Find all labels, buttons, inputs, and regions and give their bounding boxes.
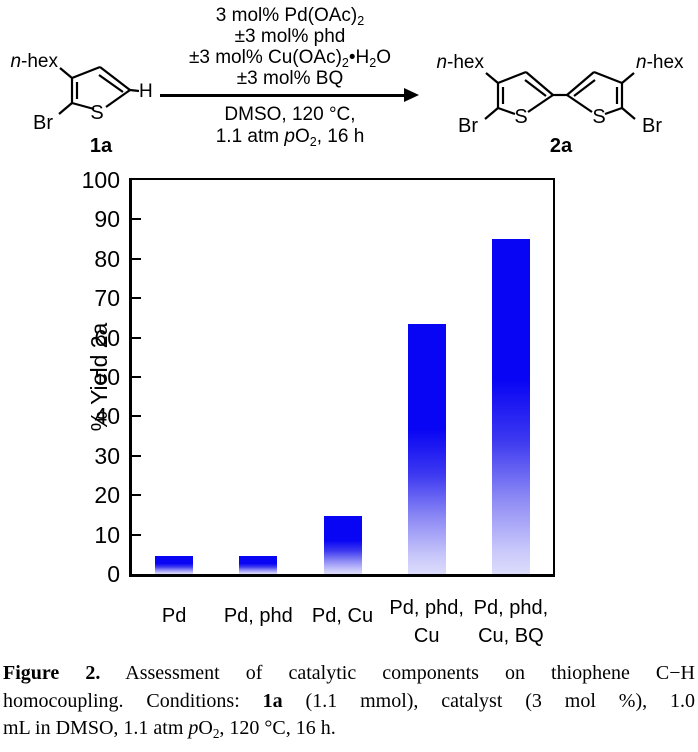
y-tick-mark — [132, 494, 141, 497]
caption-line-2: homocoupling. Conditions: 1a (1.1 mmol),… — [3, 689, 696, 712]
plot-area — [129, 178, 555, 577]
reaction-arrow-head — [404, 88, 419, 102]
product-br-right-label: Br — [642, 115, 662, 137]
y-tick-mark — [132, 336, 141, 339]
y-tick-label-40: 40 — [94, 403, 120, 430]
bar-pd — [155, 556, 194, 574]
condition-line-3: ±3 mol% Cu(OAc)2•H2O — [188, 47, 392, 70]
product-br-left-label: Br — [458, 115, 478, 137]
y-tick-label-0: 0 — [107, 561, 120, 587]
reactant-structure — [58, 65, 140, 115]
reactant-s-label: S — [90, 102, 104, 124]
y-tick-label-100: 100 — [81, 167, 120, 193]
y-tick-label-20: 20 — [94, 482, 120, 509]
caption-line-1: Figure 2. Assessment of catalytic compon… — [3, 662, 695, 684]
x-axis-category-labels: Pd Pd, phd Pd, Cu Pd, phd, Cu Pd, phd, Cu, B… — [132, 594, 553, 648]
y-tick-mark — [132, 257, 141, 260]
condition-line-4: ±3 mol% BQ — [236, 68, 344, 89]
condition-line-2: ±3 mol% phd — [234, 26, 346, 47]
x-tick-label-2: Pd, phd — [223, 605, 293, 627]
y-axis-tick-labels: 0 10 20 30 40 50 60 70 80 90 100 — [58, 167, 120, 587]
condition-line-5: DMSO, 120 °C, — [224, 104, 356, 125]
y-tick-mark — [132, 376, 141, 378]
reactant-nhex-label: n-hex — [10, 51, 58, 72]
product-s-right-label: S — [592, 106, 606, 128]
substituent-bonds — [58, 67, 140, 115]
y-tick-label-30: 30 — [94, 442, 120, 469]
condition-line-6: 1.1 atm pO2, 16 h — [215, 126, 365, 149]
figure-caption: Figure 2. Assessment of catalytic compon… — [3, 660, 695, 743]
left-thiophene-ring-bonds — [484, 70, 554, 120]
product-structure — [484, 70, 636, 120]
y-tick-label-80: 80 — [94, 245, 120, 272]
thiophene-ring-bonds — [70, 65, 131, 111]
y-tick-mark — [132, 218, 141, 221]
reaction-arrow — [160, 94, 406, 97]
right-thiophene-ring-bonds — [566, 70, 636, 120]
reactant-br-label: Br — [33, 112, 53, 134]
caption-line-3: mL in DMSO, 1.1 atm pO2, 120 °C, 16 h. — [3, 717, 336, 741]
x-tick-label-1: Pd — [161, 605, 187, 627]
product-compound-number: 2a — [549, 135, 573, 157]
product-s-left-label: S — [514, 106, 528, 128]
y-tick-mark — [132, 297, 141, 300]
x-tick-label-4: Pd, phd, Cu — [389, 597, 464, 647]
yield-bar-chart: % Yield 2a 0 10 20 30 40 50 60 70 80 90 100 Pd Pd, … — [0, 167, 698, 648]
product-nhex-right-label: n-hex — [636, 52, 684, 73]
bar-pd-cu — [323, 515, 362, 574]
bar-pd-phd-cu-bq — [491, 239, 530, 574]
y-tick-label-50: 50 — [94, 364, 120, 390]
y-tick-label-90: 90 — [94, 206, 120, 233]
bar-pd-phd — [239, 556, 278, 574]
y-tick-label-70: 70 — [94, 285, 120, 312]
y-tick-mark — [132, 415, 141, 418]
x-tick-label-3: Pd, Cu — [311, 605, 374, 627]
reaction-conditions: 3 mol% Pd(OAc)2 ±3 mol% phd ±3 mol% Cu(O… — [148, 0, 432, 150]
y-tick-mark — [132, 533, 141, 536]
reaction-scheme: n-hex Br S H 1a 3 mol% Pd(OAc)2 ±3 mol% … — [0, 0, 698, 175]
y-tick-mark — [132, 454, 141, 457]
reactant-h-label: H — [139, 81, 153, 102]
condition-line-1: 3 mol% Pd(OAc)2 — [215, 5, 365, 28]
product-nhex-left-label: n-hex — [436, 52, 484, 73]
x-tick-label-5: Pd, phd, Cu, BQ — [473, 597, 549, 647]
bar-pd-phd-cu — [407, 323, 446, 574]
y-tick-label-10: 10 — [94, 521, 120, 548]
reactant-compound-number: 1a — [89, 135, 113, 157]
y-tick-label-60: 60 — [94, 324, 120, 351]
